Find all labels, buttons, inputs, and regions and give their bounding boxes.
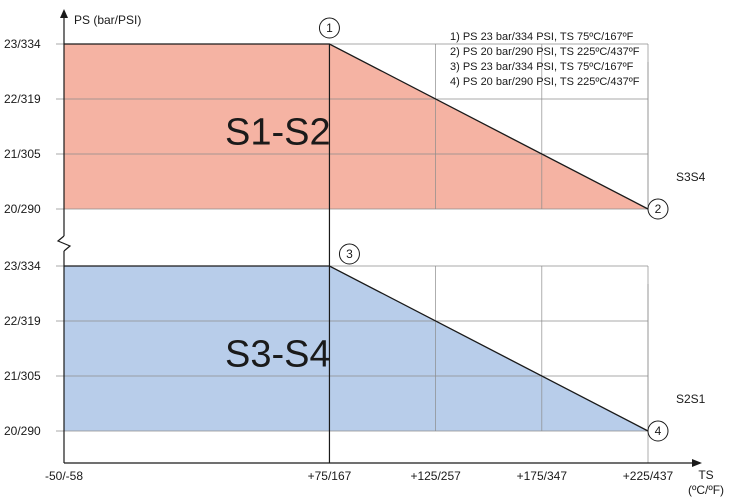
y-axis-title: PS (bar/PSI)	[74, 13, 141, 27]
y-tick-label: 22/319	[4, 314, 41, 328]
y-tick-label: 23/334	[4, 37, 41, 51]
y-tick-label: 20/290	[4, 202, 41, 216]
y-axis-arrow	[60, 9, 68, 18]
y-tick-label: 21/305	[4, 369, 41, 383]
y-tick-label: 23/334	[4, 259, 41, 273]
x-axis-unit: (ºC/ºF)	[688, 483, 724, 497]
x-axis-arrow	[692, 459, 702, 467]
legend-entry: 1) PS 23 bar/334 PSI, TS 75ºC/167ºF	[450, 31, 634, 43]
y-tick-label: 21/305	[4, 147, 41, 161]
panels-layer	[64, 44, 648, 431]
side-label: S3S4	[676, 170, 706, 184]
axis-layer	[56, 9, 702, 467]
point-marker-4	[647, 420, 669, 442]
x-tick-label: +75/167	[308, 469, 352, 483]
legend-entry: 2) PS 20 bar/290 PSI, TS 225ºC/437ºF	[450, 46, 640, 58]
point-marker-label: 1	[326, 21, 333, 35]
label-layer: 20/290 21/305 22/319 23/334 20/290 21/305 22/3…	[4, 13, 724, 497]
x-tick-label: -50/-58	[45, 469, 83, 483]
region-label: S3-S4	[225, 334, 331, 376]
legend-entry: 4) PS 20 bar/290 PSI, TS 225ºC/437ºF	[450, 76, 640, 88]
x-axis-title: TS	[698, 468, 713, 482]
x-tick-label: +125/257	[410, 469, 461, 483]
point-marker-3	[338, 243, 360, 265]
side-label: S2S1	[676, 392, 706, 406]
region-s3-s4	[64, 266, 648, 431]
region-s1-s2	[64, 44, 648, 209]
point-marker-1	[318, 17, 340, 39]
point-marker-label: 3	[346, 247, 353, 261]
y-tick-label: 22/319	[4, 92, 41, 106]
grid-layer	[56, 43, 649, 463]
axis-break-symbol	[56, 235, 72, 252]
point-marker-2	[647, 198, 669, 220]
region-label: S1-S2	[225, 112, 331, 154]
legend-entry: 3) PS 23 bar/334 PSI, TS 75ºC/167ºF	[450, 61, 634, 73]
x-tick-label: +175/347	[517, 469, 568, 483]
point-marker-label: 4	[655, 424, 662, 438]
y-tick-label: 20/290	[4, 424, 41, 438]
point-marker-label: 2	[655, 202, 662, 216]
x-tick-label: +225/437	[623, 469, 674, 483]
